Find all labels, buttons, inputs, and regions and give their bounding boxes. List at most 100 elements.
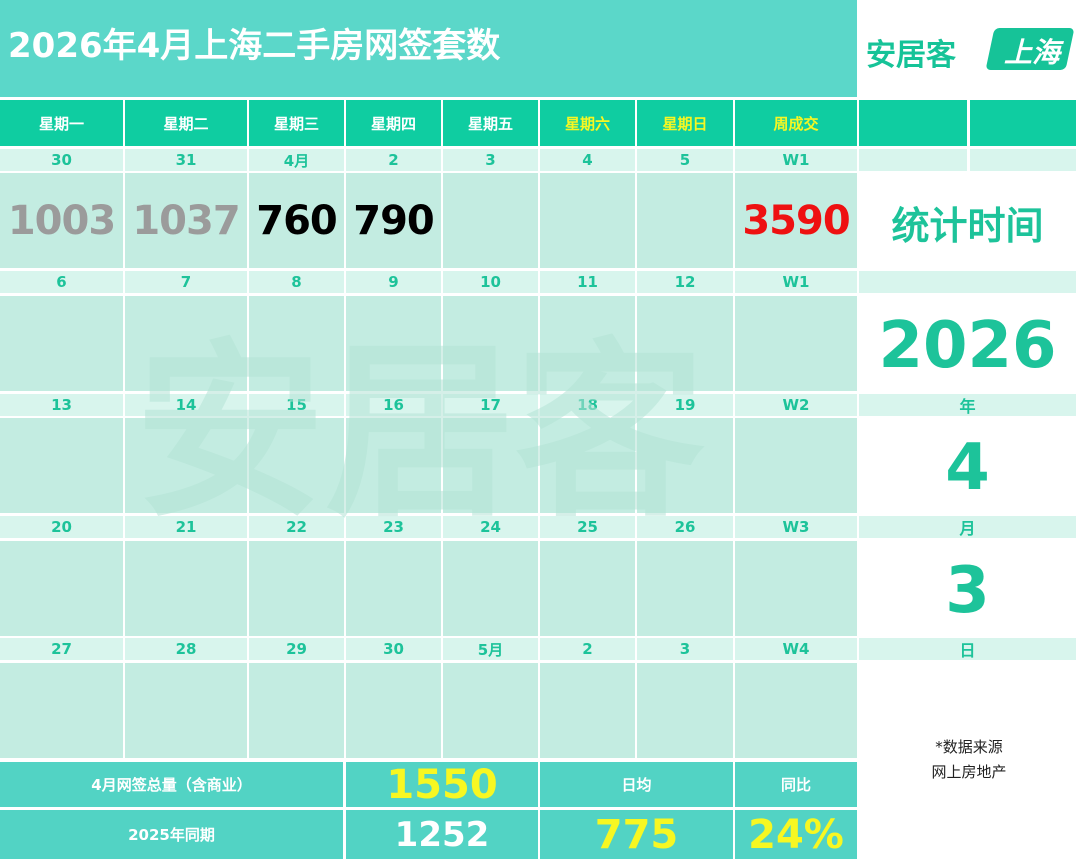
side-header-cell: [970, 100, 1076, 146]
day-cell[interactable]: [0, 541, 123, 636]
week-label: W3: [735, 516, 857, 538]
day-number: 7: [125, 271, 247, 293]
day-number: 30: [0, 149, 123, 171]
day-value: 790: [353, 197, 435, 244]
day-cell[interactable]: [540, 296, 635, 391]
weekday-header: 星期日: [637, 100, 733, 146]
day-number: 5: [637, 149, 733, 171]
day-cell[interactable]: [346, 541, 441, 636]
title-bar: [0, 0, 857, 97]
day-cell[interactable]: [540, 663, 635, 758]
side-band: [859, 149, 967, 171]
week-label: W2: [735, 394, 857, 416]
weekday-header: 星期五: [443, 100, 538, 146]
data-source: *数据来源 网上房地产: [862, 735, 1076, 785]
anjuke-logo: 安居客 上海: [866, 28, 1076, 73]
week-label: W1: [735, 271, 857, 293]
day-cell[interactable]: [443, 663, 538, 758]
day-cell[interactable]: [125, 173, 247, 268]
day-cell[interactable]: [0, 173, 123, 268]
day-value: 1003: [7, 197, 116, 244]
day-number: 9: [346, 271, 441, 293]
stat-year-unit: 年: [959, 397, 976, 416]
day-cell[interactable]: [637, 663, 733, 758]
day-number: 4月: [249, 149, 344, 171]
total-label: 4月网签总量（含商业）: [0, 762, 343, 807]
prev-label: 2025年同期: [0, 810, 343, 859]
day-number: 4: [540, 149, 635, 171]
day-number: 19: [637, 394, 733, 416]
day-number: 29: [249, 638, 344, 660]
side-band: [970, 149, 1076, 171]
day-cell[interactable]: [540, 541, 635, 636]
day-number: 25: [540, 516, 635, 538]
day-cell[interactable]: [346, 418, 441, 513]
day-number: 24: [443, 516, 538, 538]
day-cell[interactable]: [637, 418, 733, 513]
day-cell[interactable]: [249, 173, 344, 268]
day-cell[interactable]: [0, 296, 123, 391]
day-number: 20: [0, 516, 123, 538]
day-number: 3: [637, 638, 733, 660]
day-cell[interactable]: [249, 541, 344, 636]
day-cell[interactable]: [637, 296, 733, 391]
week-label: W4: [735, 638, 857, 660]
side-header-cell: [859, 100, 967, 146]
day-cell[interactable]: [637, 173, 733, 268]
side-band: [859, 638, 1076, 660]
weekday-header: 星期一: [0, 100, 123, 146]
day-number: 13: [0, 394, 123, 416]
stat-time-label: 统计时间: [891, 204, 1044, 248]
day-number: 17: [443, 394, 538, 416]
week-total-cell[interactable]: [735, 296, 857, 391]
day-number: 8: [249, 271, 344, 293]
day-cell[interactable]: [443, 173, 538, 268]
day-number: 21: [125, 516, 247, 538]
stat-day: 3: [945, 553, 990, 628]
day-cell[interactable]: [346, 173, 441, 268]
weekday-header: 星期二: [125, 100, 247, 146]
day-number: 14: [125, 394, 247, 416]
day-cell[interactable]: [125, 296, 247, 391]
day-cell[interactable]: [540, 418, 635, 513]
weekday-header: 星期三: [249, 100, 344, 146]
source-line2: 网上房地产: [931, 763, 1007, 781]
day-cell[interactable]: [249, 296, 344, 391]
week-total-cell[interactable]: [735, 418, 857, 513]
week-total-cell[interactable]: [735, 173, 857, 268]
day-cell[interactable]: [249, 663, 344, 758]
logo-name: 安居客: [866, 38, 956, 73]
day-number: 16: [346, 394, 441, 416]
page-title: 2026年4月上海二手房网签套数: [8, 26, 501, 66]
day-number: 3: [443, 149, 538, 171]
day-cell[interactable]: [125, 663, 247, 758]
day-cell[interactable]: [443, 296, 538, 391]
day-number: 5月: [443, 638, 538, 660]
day-cell[interactable]: [637, 541, 733, 636]
side-band: [859, 394, 1076, 416]
stat-month-unit: 月: [959, 519, 976, 538]
day-value: 1037: [132, 197, 240, 244]
day-cell[interactable]: [346, 296, 441, 391]
day-number: 28: [125, 638, 247, 660]
day-number: 2: [346, 149, 441, 171]
day-number: 10: [443, 271, 538, 293]
day-number: 2: [540, 638, 635, 660]
week-total-cell[interactable]: [735, 541, 857, 636]
avg-label: 日均: [540, 762, 733, 807]
day-cell[interactable]: [125, 418, 247, 513]
weekday-header: 周成交: [735, 100, 857, 146]
day-number: 23: [346, 516, 441, 538]
stat-year: 2026: [878, 308, 1057, 383]
day-cell[interactable]: [125, 541, 247, 636]
day-number: 6: [0, 271, 123, 293]
week-total-cell[interactable]: [735, 663, 857, 758]
day-cell[interactable]: [540, 173, 635, 268]
day-cell[interactable]: [0, 663, 123, 758]
day-cell[interactable]: [443, 541, 538, 636]
day-cell[interactable]: [346, 663, 441, 758]
week-total-value: 3590: [742, 197, 850, 244]
day-cell[interactable]: [0, 418, 123, 513]
day-cell[interactable]: [443, 418, 538, 513]
day-cell[interactable]: [249, 418, 344, 513]
